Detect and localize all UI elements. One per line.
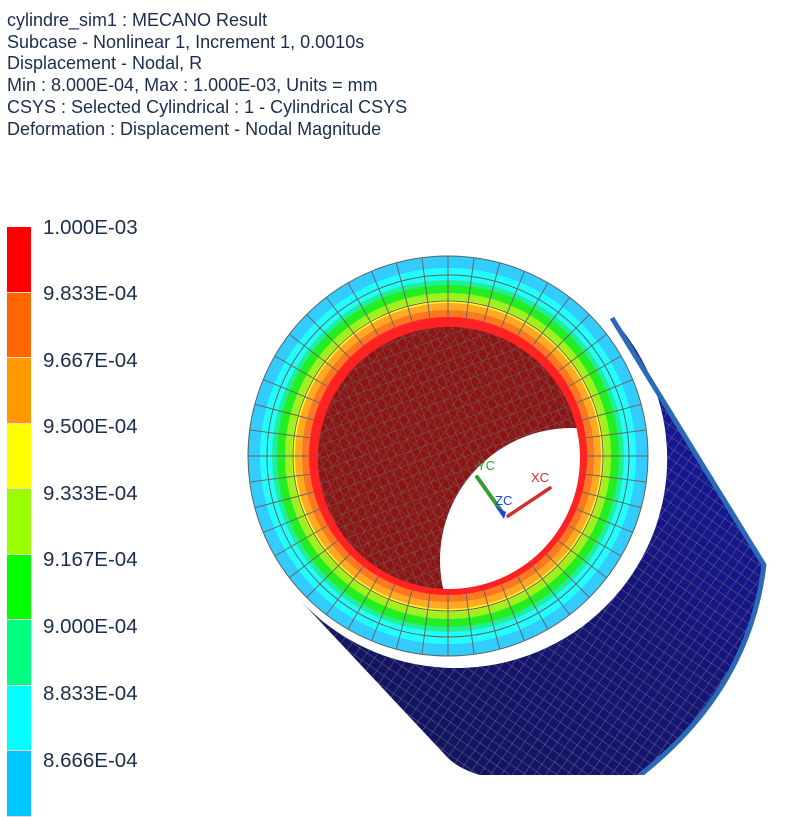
legend-band: [7, 292, 31, 358]
result-type-line: Displacement - Nodal, R: [7, 53, 203, 74]
csys-line: CSYS : Selected Cylindrical : 1 - Cylind…: [7, 96, 408, 117]
legend-label: 9.667E-04: [43, 349, 138, 372]
xc-axis-icon: [506, 486, 552, 518]
subcase-line: Subcase - Nonlinear 1, Increment 1, 0.00…: [7, 31, 365, 52]
legend-band: [7, 554, 31, 620]
legend-label: 9.833E-04: [43, 282, 138, 305]
cylinder-body: [300, 316, 767, 775]
legend-label: 8.666E-04: [43, 749, 138, 772]
legend-label: 8.833E-04: [43, 682, 138, 705]
legend-band: [7, 489, 31, 555]
legend-band: [7, 620, 31, 686]
yc-label: YC: [477, 458, 495, 473]
legend-label: 9.333E-04: [43, 482, 138, 505]
legend-band: [7, 358, 31, 424]
deformation-line: Deformation : Displacement - Nodal Magni…: [7, 118, 382, 139]
legend-label: 9.500E-04: [43, 415, 138, 438]
legend-band: [7, 423, 31, 489]
zc-axis-icon: [495, 506, 506, 519]
result-title: cylindre_sim1 : MECANO Result: [7, 10, 268, 30]
yc-axis-icon: [475, 475, 504, 514]
xc-label: XC: [531, 470, 549, 485]
model-viewport[interactable]: YC ZC XC: [0, 0, 805, 775]
legend-band: [7, 751, 31, 817]
legend-band: [7, 227, 31, 293]
legend-band: [7, 685, 31, 751]
legend-label: 1.000E-03: [43, 216, 138, 239]
result-header: cylindre_sim1 : MECANO Result Subcase - …: [7, 10, 407, 140]
legend-label: 9.167E-04: [43, 548, 138, 571]
zc-label: ZC: [495, 493, 512, 508]
legend-label: 9.000E-04: [43, 615, 138, 638]
csys-triad: YC ZC XC: [475, 458, 552, 519]
color-legend-bar: [7, 227, 31, 817]
min-max-line: Min : 8.000E-04, Max : 1.000E-03, Units …: [7, 75, 378, 96]
